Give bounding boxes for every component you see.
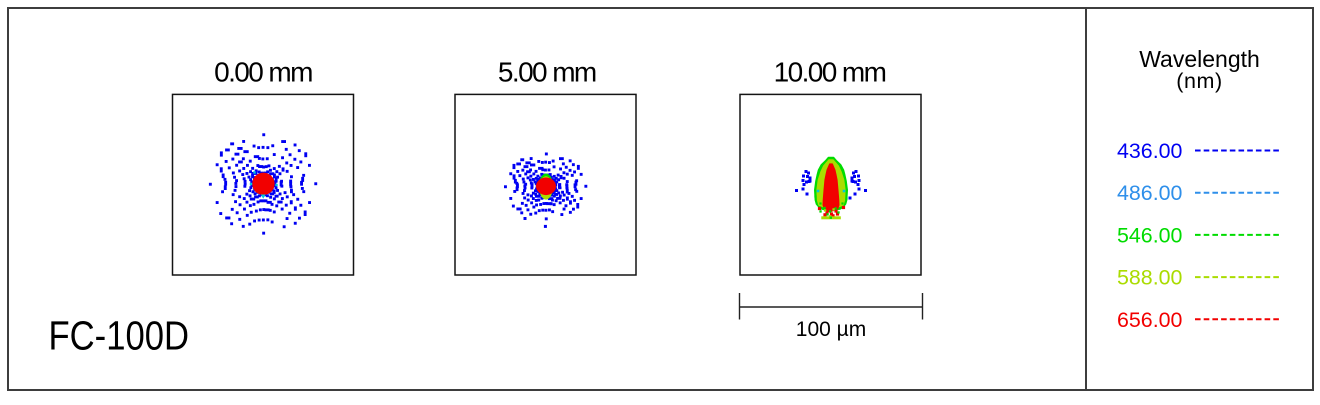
svg-text:546.00: 546.00: [1117, 223, 1183, 247]
svg-text:100 µm: 100 µm: [796, 318, 866, 341]
svg-text:436.00: 436.00: [1117, 139, 1183, 163]
svg-text:FC-100D: FC-100D: [49, 314, 189, 359]
svg-text:Wavelength: Wavelength: [1139, 46, 1260, 72]
svg-text:486.00: 486.00: [1117, 181, 1183, 205]
svg-text:588.00: 588.00: [1117, 266, 1183, 290]
svg-text:0.00 mm: 0.00 mm: [214, 57, 312, 88]
svg-text:10.00 mm: 10.00 mm: [774, 57, 886, 88]
svg-text:(nm): (nm): [1176, 69, 1223, 93]
svg-text:656.00: 656.00: [1117, 308, 1183, 332]
svg-text:5.00 mm: 5.00 mm: [498, 57, 596, 88]
